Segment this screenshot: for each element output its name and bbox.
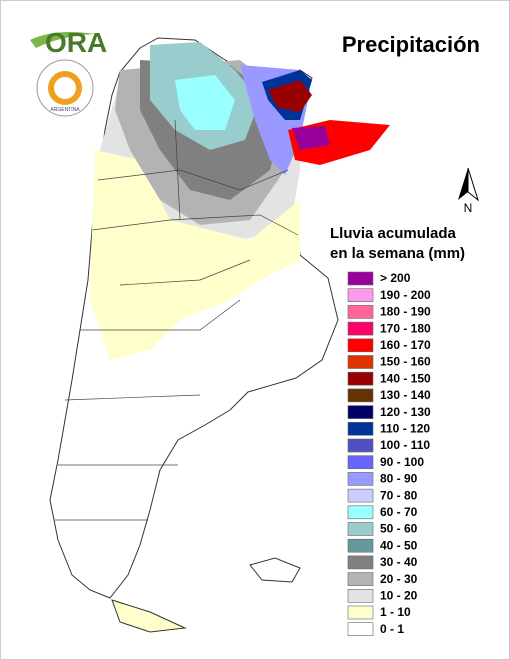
legend-swatch [347,421,374,436]
legend-swatch [347,455,374,470]
legend-title: en la semana (mm) [330,245,465,262]
legend-label: 0 - 1 [380,622,404,636]
legend-swatch [347,438,374,453]
legend-label: 190 - 200 [380,288,431,302]
legend-swatch [347,355,374,369]
legend-swatch [347,488,374,503]
legend: > 200 190 - 200 180 - 190 170 - 180 160 - 17… [347,271,431,637]
island [249,557,301,583]
legend-label: 120 - 130 [380,405,431,419]
logo-swoosh [30,32,95,48]
legend-label: 90 - 100 [380,455,424,469]
emblem-text: ARGENTINA [50,107,80,113]
north-label: N [464,201,473,215]
legend-swatch [347,388,374,403]
legend-swatch [347,538,374,553]
legend-label: 160 - 170 [380,338,431,352]
province-lines [55,119,299,521]
legend-swatch [347,321,374,336]
legend-label: 30 - 40 [380,555,418,569]
rain-zone [175,75,235,130]
legend-label: 1 - 10 [380,605,411,619]
north-arrow [467,167,479,202]
legend-label: 70 - 80 [380,488,418,502]
legend-label: 10 - 20 [380,588,418,602]
rain-zone [292,126,330,150]
north-arrow [458,168,468,200]
emblem [36,59,94,117]
legend-swatch [347,588,374,603]
legend-swatch [347,605,374,620]
legend-swatch [347,572,374,586]
legend-swatch [347,338,374,353]
legend-label: 50 - 60 [380,522,418,536]
legend-label: 40 - 50 [380,538,418,552]
legend-swatch [347,555,374,570]
rain-zone [268,80,312,112]
legend-label: 100 - 110 [380,438,430,452]
legend-label: 150 - 160 [380,355,431,369]
legend-swatch [347,271,374,286]
legend-swatch [347,505,374,520]
logo-text: ORA [45,27,107,58]
legend-label: 60 - 70 [380,505,418,519]
legend-label: 20 - 30 [380,572,418,586]
legend-label: 140 - 150 [380,371,431,385]
legend-swatch [347,305,374,319]
legend-swatch [347,622,374,637]
emblem-ring [48,71,82,105]
island [111,599,187,633]
legend-label: 110 - 120 [380,421,430,435]
legend-swatch [347,522,374,536]
legend-label: 130 - 140 [380,388,431,402]
legend-label: 170 - 180 [380,321,431,335]
legend-swatch [347,371,374,386]
legend-swatch [347,405,374,419]
legend-label: 180 - 190 [380,305,431,319]
rain-zone [90,150,300,360]
legend-swatch [347,472,374,486]
title: Precipitación [342,32,480,57]
legend-label: > 200 [380,271,411,285]
legend-label: 80 - 90 [380,472,418,486]
legend-title: Lluvia acumulada [330,225,457,242]
legend-swatch [347,288,374,303]
